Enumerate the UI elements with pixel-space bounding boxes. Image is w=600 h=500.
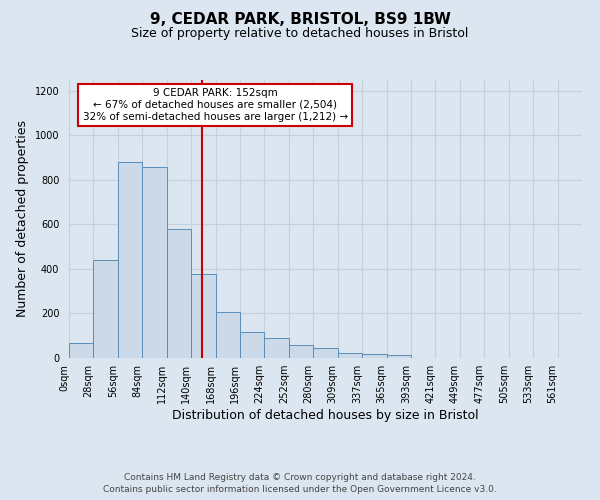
Bar	[142, 166, 167, 358]
Bar	[215, 312, 240, 358]
Bar	[191, 274, 215, 357]
Bar	[167, 228, 191, 358]
Bar	[289, 346, 313, 358]
Text: Contains public sector information licensed under the Open Government Licence v3: Contains public sector information licen…	[103, 485, 497, 494]
Bar	[313, 348, 338, 358]
X-axis label: Distribution of detached houses by size in Bristol: Distribution of detached houses by size …	[172, 409, 479, 422]
Bar	[386, 356, 411, 358]
Text: 9 CEDAR PARK: 152sqm
← 67% of detached houses are smaller (2,504)
32% of semi-de: 9 CEDAR PARK: 152sqm ← 67% of detached h…	[83, 88, 348, 122]
Y-axis label: Number of detached properties: Number of detached properties	[16, 120, 29, 318]
Bar	[94, 260, 118, 358]
Text: Size of property relative to detached houses in Bristol: Size of property relative to detached ho…	[131, 28, 469, 40]
Bar	[362, 354, 386, 358]
Text: Contains HM Land Registry data © Crown copyright and database right 2024.: Contains HM Land Registry data © Crown c…	[124, 472, 476, 482]
Bar	[338, 353, 362, 358]
Bar	[240, 332, 265, 357]
Bar	[118, 162, 142, 358]
Text: 9, CEDAR PARK, BRISTOL, BS9 1BW: 9, CEDAR PARK, BRISTOL, BS9 1BW	[149, 12, 451, 28]
Bar	[265, 338, 289, 357]
Bar	[69, 343, 94, 357]
